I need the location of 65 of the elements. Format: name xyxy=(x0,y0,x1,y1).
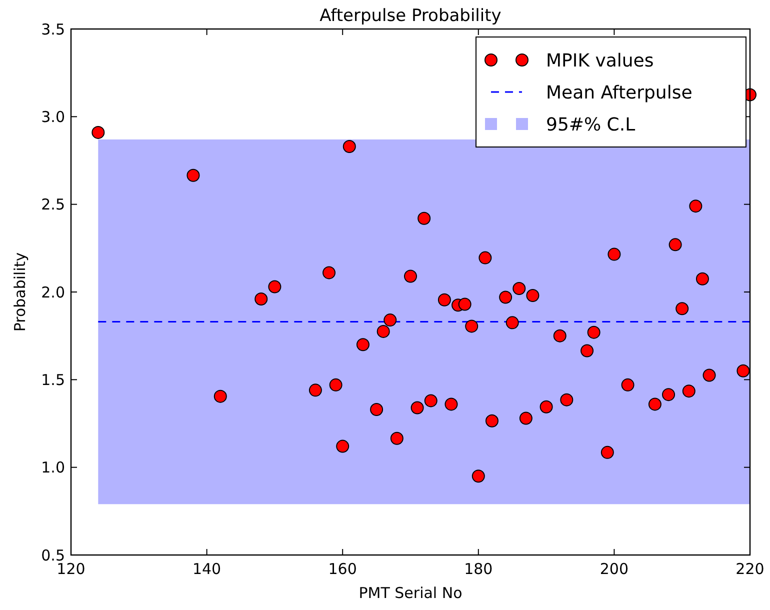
point xyxy=(682,384,696,398)
point xyxy=(336,440,350,453)
point xyxy=(506,316,519,330)
point xyxy=(322,266,336,280)
legend-label: Mean Afterpulse xyxy=(546,82,692,104)
point xyxy=(736,364,750,378)
point xyxy=(186,168,200,182)
point xyxy=(424,394,438,408)
point xyxy=(329,378,342,392)
point xyxy=(418,212,431,225)
chart-title: Afterpulse Probability xyxy=(320,6,502,26)
y-tick-label: 2.5 xyxy=(41,196,65,214)
point xyxy=(587,326,600,339)
point xyxy=(308,384,322,397)
point xyxy=(499,290,512,304)
point xyxy=(438,293,451,306)
point xyxy=(404,270,417,283)
point xyxy=(608,248,621,261)
point xyxy=(214,390,227,403)
point xyxy=(676,302,689,316)
point xyxy=(410,401,424,414)
point xyxy=(668,238,682,252)
point xyxy=(540,400,553,414)
point xyxy=(689,200,702,213)
point xyxy=(356,338,370,352)
point xyxy=(696,272,709,286)
x-tick-label: 140 xyxy=(192,560,222,578)
point xyxy=(560,393,574,406)
point xyxy=(465,320,478,333)
x-axis-title: PMT Serial No xyxy=(358,584,462,602)
x-tick-label: 200 xyxy=(600,560,629,578)
y-tick-label: 3.5 xyxy=(41,20,65,38)
point xyxy=(342,140,356,153)
y-tick-label: 1.0 xyxy=(41,458,65,477)
point xyxy=(478,251,492,264)
y-tick-label: 3.0 xyxy=(41,108,65,126)
y-tick-label: 2.0 xyxy=(41,283,65,302)
point xyxy=(580,344,594,358)
point xyxy=(268,280,282,294)
x-tick-label: 160 xyxy=(328,560,357,578)
point xyxy=(458,298,472,311)
point xyxy=(702,368,716,382)
x-tick-label: 180 xyxy=(464,560,493,578)
x-tick-label: 220 xyxy=(736,560,764,578)
point xyxy=(376,324,390,338)
point xyxy=(370,402,384,416)
y-tick-label: 1.5 xyxy=(41,370,65,389)
point xyxy=(648,398,662,411)
point xyxy=(444,398,458,411)
point xyxy=(662,388,676,402)
point xyxy=(553,329,566,342)
legend-label: MPIK values xyxy=(546,50,654,72)
point xyxy=(254,292,268,306)
point xyxy=(600,446,614,459)
y-axis-title: Probability xyxy=(11,252,29,332)
point xyxy=(519,412,532,425)
point xyxy=(92,126,105,139)
legend-label: 95#% C.L xyxy=(546,114,636,136)
point xyxy=(472,470,485,483)
point xyxy=(526,289,540,302)
point xyxy=(512,282,526,295)
point xyxy=(390,432,404,445)
point xyxy=(384,314,397,327)
point xyxy=(621,378,634,392)
point xyxy=(485,414,498,428)
